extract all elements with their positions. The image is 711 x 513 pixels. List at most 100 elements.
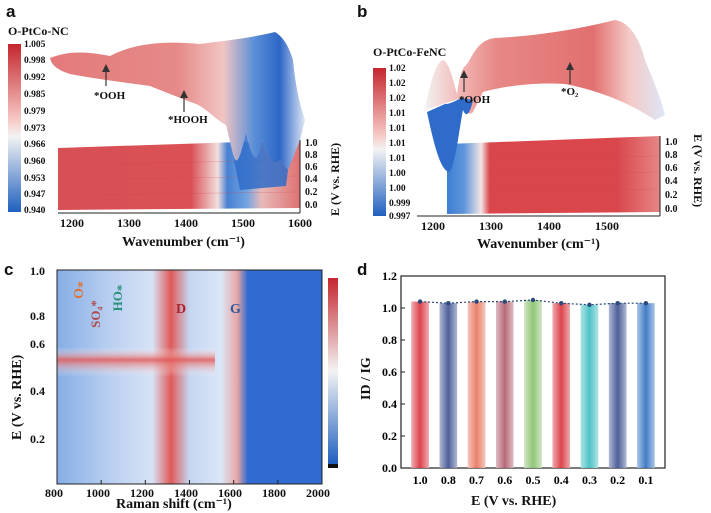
xtick-a-2: 1400 [174, 216, 198, 230]
ytick-d-0: 0.0 [382, 461, 397, 475]
cb-b-0: 1.02 [389, 64, 406, 74]
xtick-b-3: 1500 [595, 219, 619, 233]
arrowhead-ooh-a [102, 64, 110, 72]
point-0.3 [587, 302, 592, 307]
cb-a-2: 0.992 [24, 73, 46, 83]
xtick-a-1: 1300 [117, 216, 141, 230]
panel-a-svg [8, 32, 305, 214]
xlabel-b: Wavenumber (cm⁻¹) [477, 237, 600, 252]
xtick-c-0: 800 [45, 486, 63, 500]
surface-a [50, 32, 305, 170]
ytick-d-3: 0.6 [382, 365, 397, 379]
cb-a-4: 0.979 [24, 107, 46, 117]
cb-b-6: 1.01 [389, 154, 406, 164]
panel-d-label: d [357, 260, 368, 279]
annotation-ooh-b: *OOH [459, 94, 491, 106]
cb-b-9: 0.999 [389, 199, 411, 209]
annotation-oh-c: *OH [110, 284, 126, 312]
panel-b: b O-PtCo-FeNC [355, 0, 711, 256]
point-0.7 [474, 299, 479, 304]
surface-b-valley [427, 98, 473, 172]
bar-shade-0.6 [496, 301, 514, 468]
point-0.5 [530, 297, 536, 303]
xtick-a-4: 1600 [288, 216, 312, 230]
cb-b-7: 1.00 [389, 169, 406, 179]
xtick-d-5: 0.4 [554, 473, 569, 487]
annotation-d-c: D [176, 302, 187, 317]
bar-shade-0.2 [608, 303, 627, 468]
panel-d: d 0.0 0.2 0.4 0.6 0.8 1.0 1.2 1.0 0.8 0.7 0.6 0.5 0… [355, 256, 711, 512]
ytick-c-0: 0.2 [30, 432, 45, 446]
point-0.8 [446, 301, 451, 306]
xtick-d-0: 1.0 [413, 473, 428, 487]
ytick-b-1: 0.2 [665, 190, 678, 201]
point-0.2 [615, 301, 620, 306]
xtick-d-6: 0.3 [582, 473, 597, 487]
panel-c: c [0, 256, 350, 512]
xlabel-a: Wavenumber (cm⁻¹) [122, 235, 245, 250]
ytick-c-1: 0.4 [30, 384, 45, 398]
bar-shade-0.5 [524, 300, 542, 468]
raman-band [57, 270, 215, 484]
colorbar-a [8, 44, 21, 212]
cb-a-8: 0.953 [24, 174, 46, 184]
ytick-c-3: 0.8 [30, 309, 45, 323]
ylabel-b: E (V vs. RHE) [691, 134, 705, 208]
xtick-d-2: 0.7 [469, 473, 484, 487]
point-0.1 [643, 301, 649, 306]
panel-c-label: c [4, 260, 14, 279]
cb-b-8: 1.00 [389, 184, 406, 194]
panel-a-label: a [6, 2, 16, 21]
panel-a: a O-PtCo-NC [0, 0, 350, 256]
cb-a-5: 0.973 [24, 124, 46, 134]
cb-b-5: 1.01 [389, 139, 406, 149]
ylabel-d: ID / IG [359, 357, 374, 400]
cb-b-4: 1.01 [389, 124, 406, 134]
annotation-o2-b: *O₂ [561, 86, 579, 98]
colorbar-c [328, 278, 338, 464]
cb-a-1: 0.998 [24, 56, 46, 66]
xtick-c-4: 1600 [218, 486, 242, 500]
ytick-d-2: 0.4 [382, 397, 397, 411]
ytick-c-4: 1.0 [30, 264, 45, 278]
arrowhead-o2-b [566, 62, 574, 70]
annotation-g-c: G [230, 302, 241, 317]
panel-b-label: b [357, 2, 368, 21]
cb-a-3: 0.985 [24, 90, 46, 100]
ytick-d-1: 0.2 [382, 429, 397, 443]
xtick-d-7: 0.2 [610, 473, 625, 487]
ytick-c-2: 0.6 [30, 337, 45, 351]
xtick-b-0: 1200 [421, 219, 445, 233]
point-0.6 [502, 299, 507, 304]
bar-shade-0.3 [580, 304, 599, 468]
bar-shade-0.1 [637, 303, 655, 468]
bar-shade-0.4 [552, 303, 570, 468]
xtick-d-4: 0.5 [526, 473, 541, 487]
cb-a-7: 0.960 [24, 157, 46, 167]
xtick-c-3: 1400 [174, 486, 198, 500]
ytick-b-4: 0.8 [665, 150, 678, 161]
ytick-a-4: 0.8 [305, 150, 318, 161]
cb-b-1: 1.02 [389, 79, 406, 89]
cb-b-2: 1.02 [389, 94, 406, 104]
ylabel-c: E (V vs. RHE) [10, 354, 25, 440]
xtick-c-1: 1000 [86, 486, 110, 500]
annotation-ooh-a: *OOH [94, 90, 126, 102]
xtick-c-2: 1200 [130, 486, 154, 500]
colorbar-c-cap [328, 464, 338, 468]
point-0.4 [559, 301, 564, 306]
ylabel-a: E (V vs. RHE) [328, 142, 342, 216]
panel-a-title: O-PtCo-NC [8, 24, 69, 38]
xtick-c-6: 2000 [306, 486, 330, 500]
ytick-a-5: 1.0 [305, 138, 318, 149]
bar-shade-0.8 [439, 303, 458, 468]
panel-b-svg [373, 20, 665, 217]
xtick-d-3: 0.6 [497, 473, 512, 487]
xtick-d-1: 0.8 [441, 473, 456, 487]
point-1.0 [417, 299, 423, 304]
floor-heatmap-b [447, 136, 660, 214]
ytick-d-4: 0.8 [382, 333, 397, 347]
panel-d-svg: 0.0 0.2 0.4 0.6 0.8 1.0 1.2 1.0 0.8 0.7 0.6 0.5 0.4… [382, 269, 666, 487]
cb-b-10: 0.997 [389, 212, 411, 222]
bar-shade-1.0 [411, 301, 429, 468]
